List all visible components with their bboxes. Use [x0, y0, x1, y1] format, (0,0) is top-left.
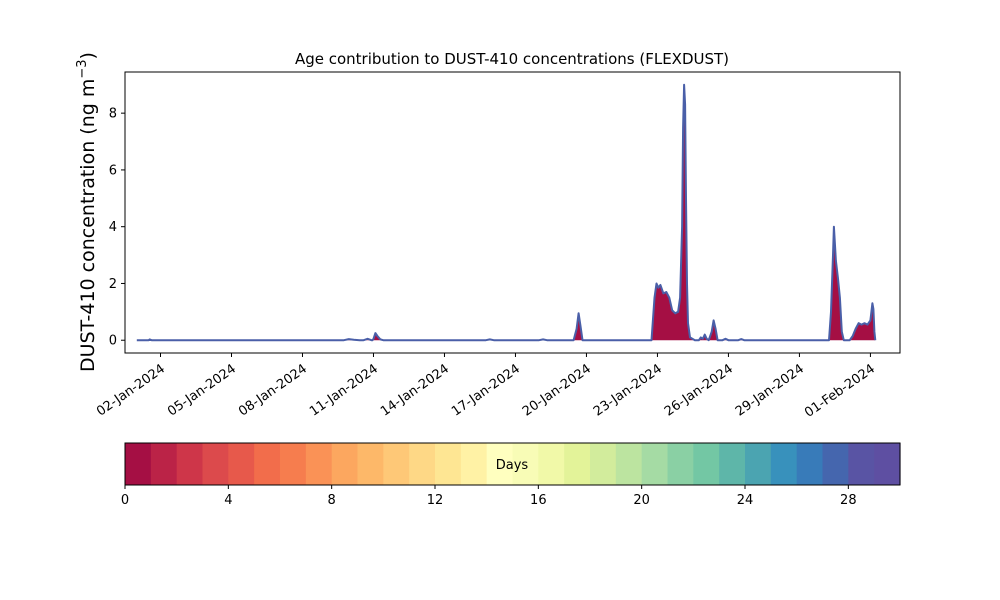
colorbar-swatch	[719, 443, 746, 485]
colorbar-swatch	[538, 443, 565, 485]
colorbar-swatch	[796, 443, 824, 485]
colorbar	[125, 443, 901, 485]
colorbar-swatch	[874, 443, 901, 485]
colorbar-swatch	[486, 443, 514, 485]
colorbar-swatch	[693, 443, 720, 485]
y-tick-label: 8	[109, 107, 117, 122]
y-axis: 0 2 4 6 8	[109, 107, 125, 349]
y-tick-label: 0	[109, 334, 117, 349]
colorbar-swatch	[615, 443, 643, 485]
colorbar-tick-label: 0	[121, 493, 129, 508]
colorbar-swatch	[357, 443, 384, 485]
colorbar-swatch	[848, 443, 875, 485]
colorbar-label: Days	[496, 458, 529, 473]
colorbar-swatch	[176, 443, 204, 485]
colorbar-swatch	[254, 443, 281, 485]
colorbar-swatch	[125, 443, 152, 485]
colorbar-swatch	[435, 443, 462, 485]
plot-frame	[124, 71, 901, 354]
colorbar-swatch	[512, 443, 539, 485]
y-tick-label: 6	[109, 163, 117, 178]
colorbar-swatch	[383, 443, 410, 485]
colorbar-swatch	[745, 443, 772, 485]
colorbar-tick-label: 16	[530, 493, 547, 508]
chart-title: Age contribution to DUST-410 concentrati…	[295, 50, 729, 68]
series-line	[136, 83, 877, 342]
colorbar-swatch	[564, 443, 591, 485]
colorbar-frame	[124, 442, 901, 486]
colorbar-swatch	[409, 443, 436, 485]
colorbar-swatch	[667, 443, 694, 485]
colorbar-swatch	[822, 443, 849, 485]
colorbar-swatch	[590, 443, 617, 485]
y-tick-label: 2	[109, 277, 117, 292]
colorbar-tick-label: 12	[427, 493, 444, 508]
colorbar-axis: 0 4 8 12 16 20 24 28	[121, 485, 857, 508]
colorbar-swatch	[280, 443, 307, 485]
colorbar-swatch	[641, 443, 669, 485]
colorbar-swatch	[305, 443, 333, 485]
y-axis-label: DUST-410 concentration (ng m−3)	[75, 52, 99, 372]
colorbar-tick-label: 24	[737, 493, 754, 508]
colorbar-swatch	[228, 443, 255, 485]
colorbar-swatch	[331, 443, 359, 485]
series-layer	[136, 83, 877, 342]
colorbar-swatch	[202, 443, 229, 485]
colorbar-swatch	[150, 443, 178, 485]
colorbar-tick-label: 20	[633, 493, 650, 508]
colorbar-tick-label: 28	[840, 493, 857, 508]
colorbar-tick-label: 8	[328, 493, 336, 508]
colorbar-tick-label: 4	[224, 493, 232, 508]
colorbar-swatch	[460, 443, 488, 485]
y-tick-label: 4	[109, 220, 117, 235]
colorbar-swatch	[770, 443, 798, 485]
